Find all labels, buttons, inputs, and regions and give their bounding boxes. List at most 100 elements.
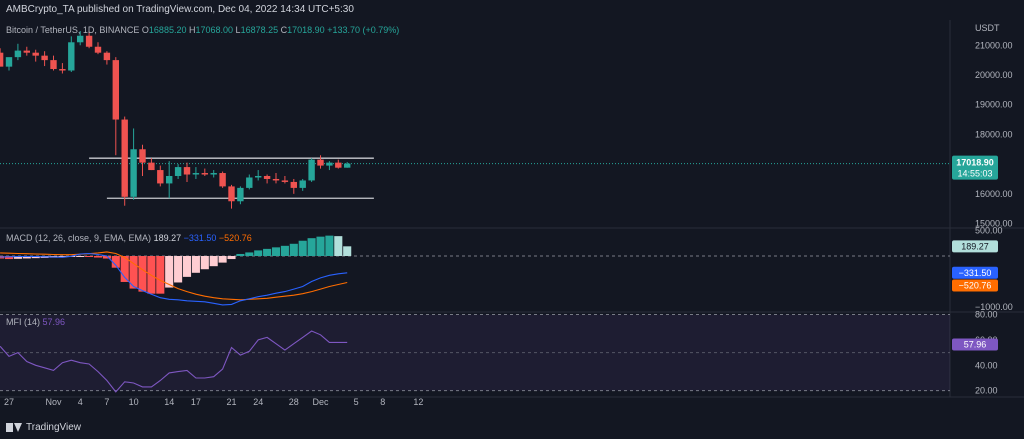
macd-histogram-bar [93,256,103,258]
x-tick-label: Dec [312,397,329,407]
macd-signal-value: −520.76 [218,233,252,243]
candle-body [192,173,200,175]
macd-tick-label: −1000.00 [975,302,1013,312]
macd-histogram-bar [102,256,111,259]
candle-body [157,170,164,184]
x-tick-label: 7 [104,397,109,407]
candle-body [121,119,128,197]
mfi-tick-label: 20.00 [975,386,998,396]
macd-histogram-bar [13,256,22,259]
macd-histogram-bar [236,253,245,256]
macd-histogram-bar [227,256,236,260]
symbol-title: Bitcoin / TetherUS, 1D, BINANCE [6,25,140,35]
macd-histogram-bar [343,246,352,256]
candle-body [139,149,146,163]
candle-body [272,178,280,181]
macd-signal-line [0,251,348,301]
mfi-value-badge [952,338,998,351]
macd-line [0,252,348,306]
x-tick-label: 17 [191,397,201,407]
x-tick-label: 12 [413,397,423,407]
candle-body [130,149,137,197]
candle-body [281,180,289,182]
candle-body [335,162,342,168]
candle-body [183,167,191,175]
last-price-badge [952,155,998,180]
x-tick-label: 14 [164,397,174,407]
macd-histogram-bar [280,245,289,256]
price-tick-label: 19000.00 [975,100,1013,110]
candle-body [41,55,48,61]
price-tick-label: 16000.00 [975,189,1013,199]
candle-body [263,176,271,179]
candle-body [219,173,226,187]
mfi-legend: MFI (14) 57.96 [6,317,65,327]
macd-hist-label: 189.27 [961,241,989,251]
x-tick-label: 21 [226,397,236,407]
macd-signal-label: −520.76 [959,280,992,290]
macd-histogram-bar [289,243,298,256]
macd-histogram-bar [245,252,254,256]
candle-body [166,176,173,184]
macd-histogram-bar [325,235,334,256]
macd-histogram-bar [129,256,138,289]
ohlc-legend: Bitcoin / TetherUS, 1D, BINANCE O16885.2… [6,25,400,35]
macd-histogram-bar [316,236,325,256]
price-tick-label: 15000.00 [975,219,1013,229]
candle-body [210,173,217,175]
macd-line-badge [952,266,998,279]
macd-histogram-bar [111,256,120,268]
candle-body [59,69,66,71]
macd-histogram-bar [209,256,218,267]
candle-body [23,50,30,53]
candle-body [344,163,351,168]
countdown-label: 14:55:03 [957,169,992,179]
candle-body [308,159,315,181]
candle-body [0,52,4,67]
candle-body [174,167,182,176]
macd-legend: MACD (12, 26, close, 9, EMA, EMA) 189.27… [6,233,252,243]
candle-body [299,180,306,188]
macd-histogram-bar [218,256,227,263]
x-tick-label: 5 [354,397,359,407]
tradingview-logo-icon [6,423,22,432]
macd-legend-name: MACD (12, 26, close, 9, EMA, EMA) [6,233,152,243]
macd-histogram-bar [76,256,85,257]
mfi-legend-value: 57.96 [42,317,66,327]
x-tick-label: 8 [380,397,385,407]
candle-body [32,52,39,56]
candle-body [201,173,208,175]
macd-line-label: −331.50 [959,268,992,278]
mfi-value-label: 57.96 [964,339,987,349]
candle-body [77,35,84,43]
x-tick-label: 27 [4,397,14,407]
macd-histogram-bar [120,256,129,282]
currency-label: USDT [975,23,1000,33]
footer-brand: TradingView [6,422,81,433]
macd-histogram-bar [156,256,165,294]
candle-body [326,162,333,166]
candle-body [317,159,324,166]
footer-brand-text: TradingView [26,422,82,433]
candle-body [290,181,297,188]
candle-body [246,177,253,188]
macd-hist-badge [952,240,998,253]
mfi-legend-name: MFI (14) [6,317,41,327]
mfi-tick-label: 80.00 [975,310,998,320]
price-tick-label: 18000.00 [975,129,1013,139]
macd-histogram-bar [298,240,307,256]
macd-histogram-bar [31,256,40,259]
x-tick-label: Nov [45,397,62,407]
macd-histogram-bar [182,256,192,277]
x-tick-label: 24 [253,397,263,407]
macd-histogram-bar [22,256,31,259]
x-tick-label: 4 [78,397,83,407]
publisher-line: AMBCrypto_TA published on TradingView.co… [6,4,354,15]
x-tick-label: 28 [289,397,299,407]
price-tick-label: 21000.00 [975,40,1013,50]
macd-histogram-bar [138,256,147,292]
macd-histogram-bar [200,256,209,270]
macd-tick-label: 500.00 [975,226,1003,236]
macd-histogram-bar [85,256,94,257]
